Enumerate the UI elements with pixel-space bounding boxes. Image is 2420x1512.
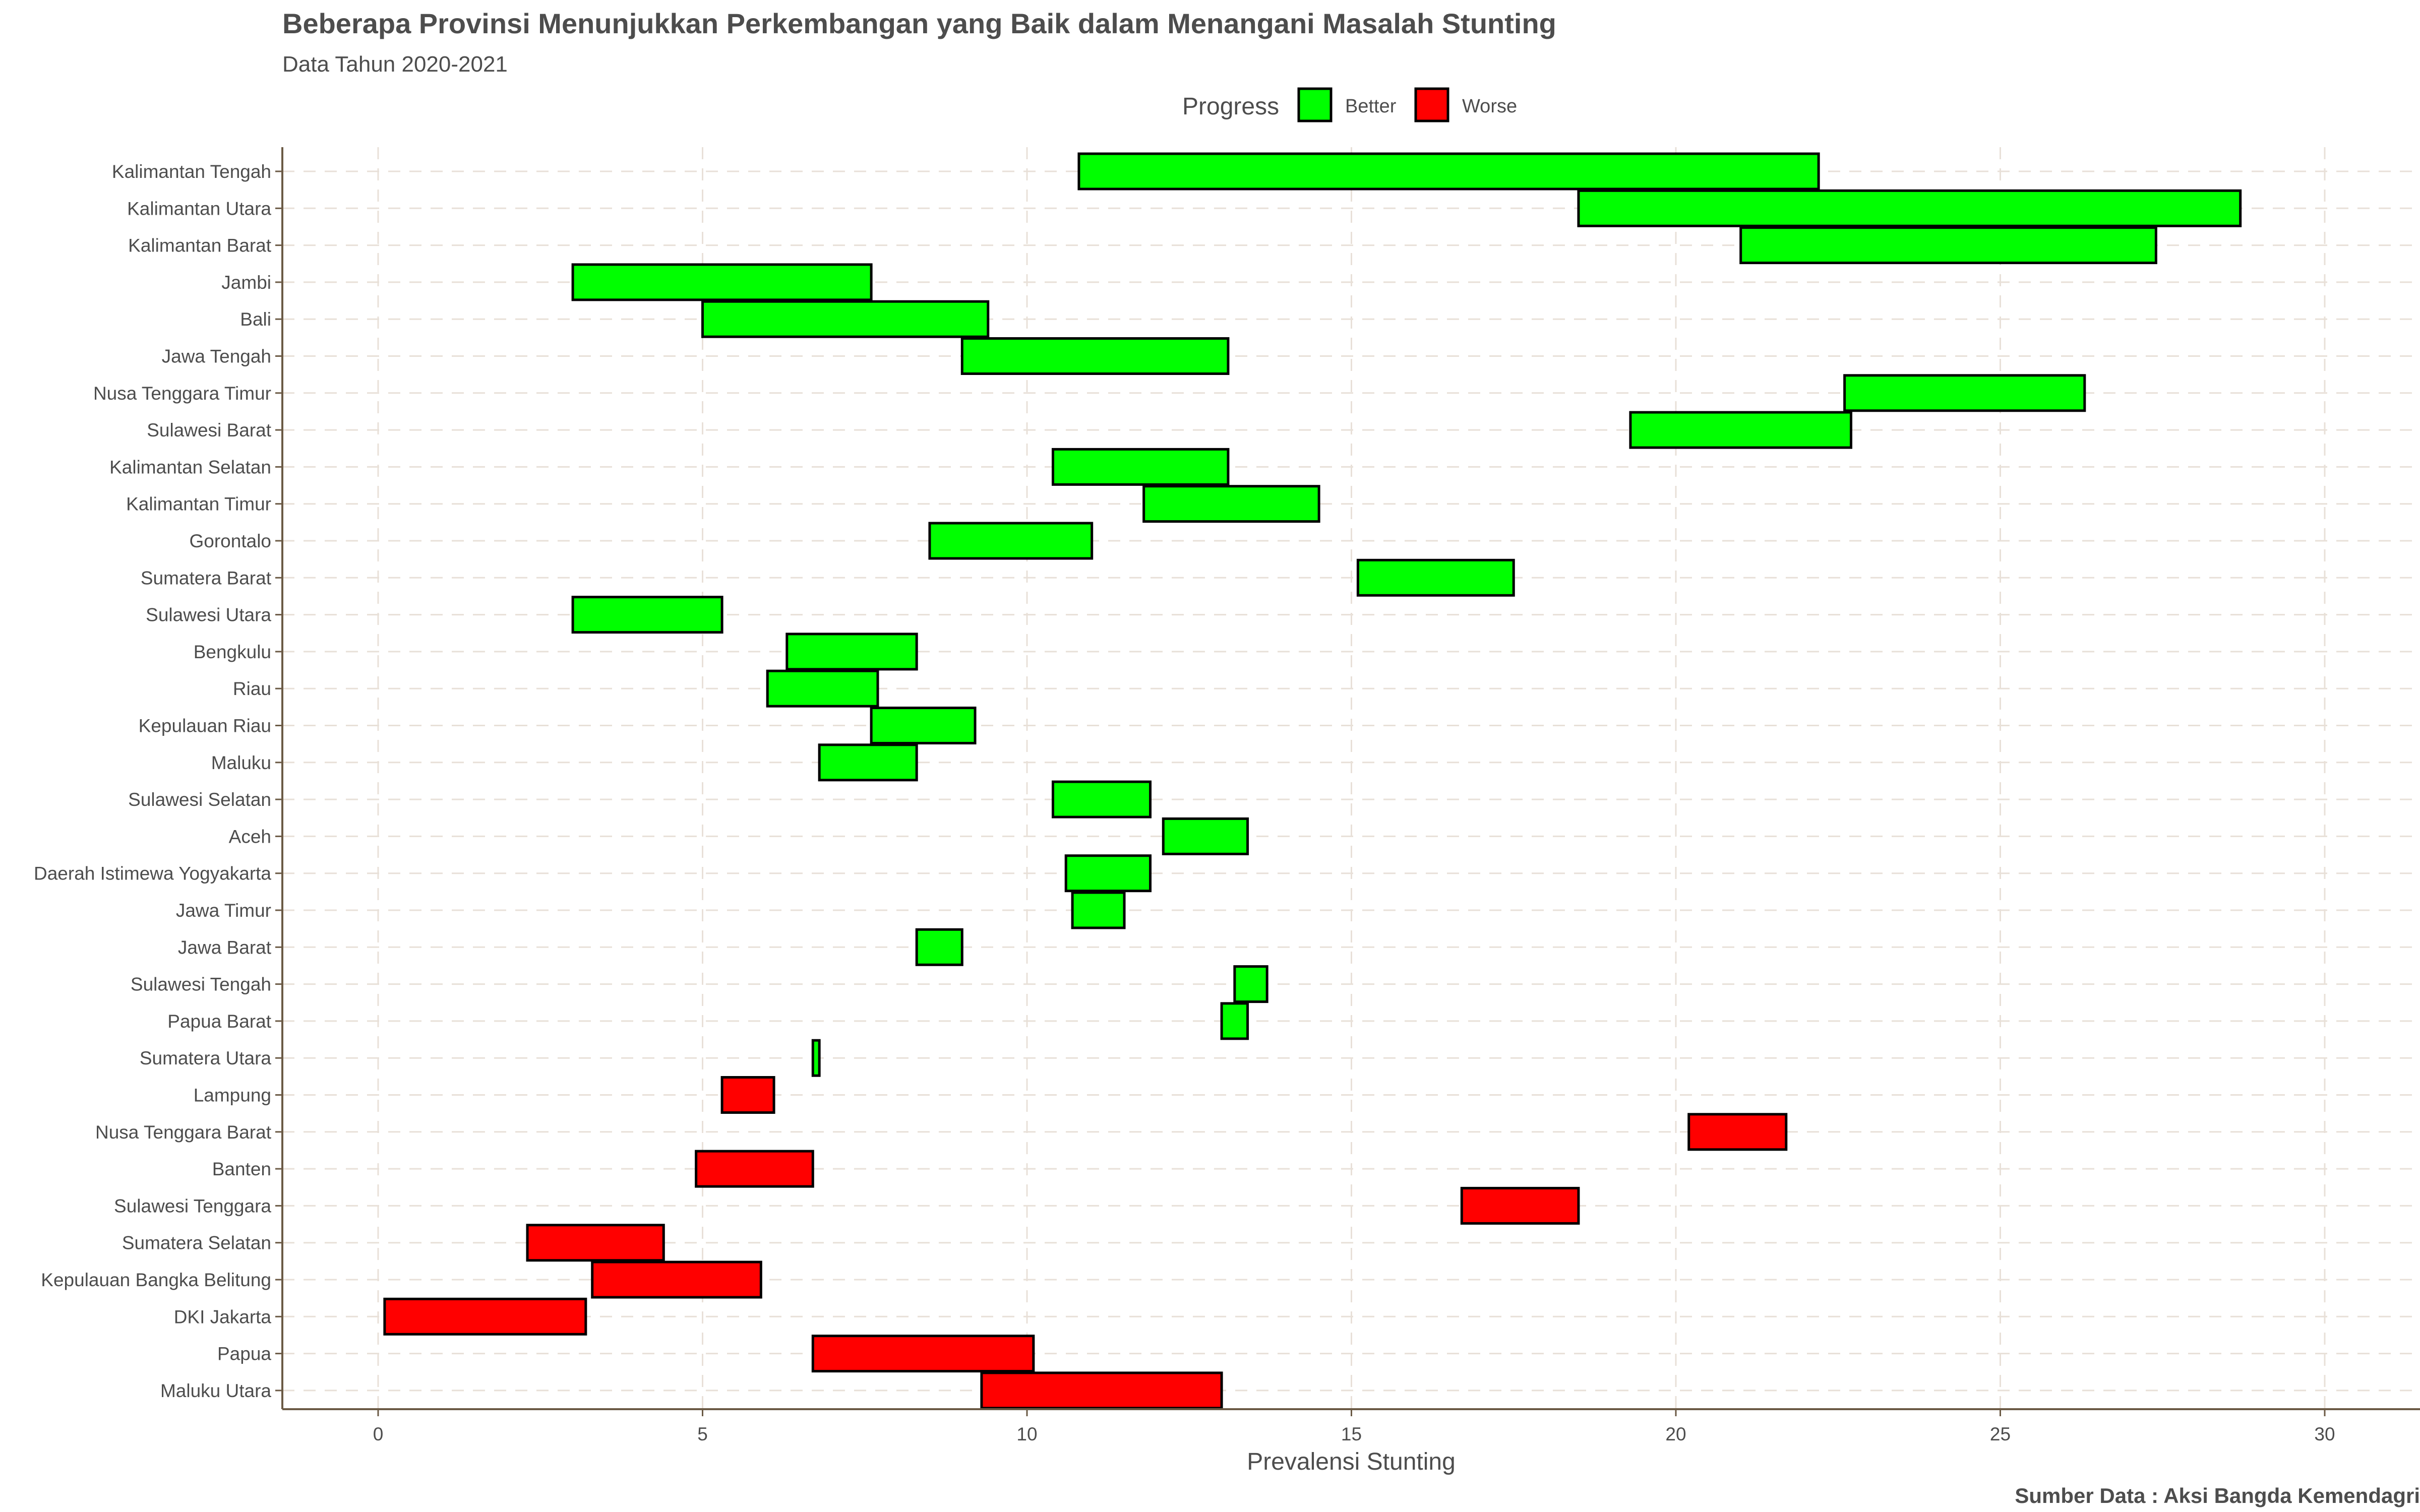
x-tick-label: 0 [373, 1424, 384, 1444]
bar-sumatera-selatan [526, 1224, 665, 1262]
y-tick-label: Jawa Barat [178, 937, 272, 958]
y-tick-label: DKI Jakarta [174, 1306, 272, 1327]
y-tick-label: Gorontalo [190, 531, 272, 551]
bar-kalimantan-tengah [1077, 152, 1820, 191]
bar-jawa-barat [915, 928, 963, 966]
bar-sumatera-utara [811, 1039, 821, 1077]
bar-bali [701, 300, 990, 338]
y-tick-label: Maluku [211, 752, 271, 773]
y-tick-label: Lampung [194, 1085, 271, 1106]
bar-jawa-timur [1071, 891, 1126, 929]
y-tick-label: Jawa Tengah [162, 346, 271, 367]
bar-maluku [818, 743, 918, 782]
y-axis-ticks: Kalimantan Tengah Kalimantan Utara Kaliman… [34, 161, 282, 1401]
bar-kalimantan-selatan [1051, 448, 1230, 486]
bar-jambi [571, 263, 873, 301]
y-tick-label: Sulawesi Barat [147, 420, 272, 440]
y-tick-label: Nusa Tenggara Barat [95, 1122, 272, 1143]
bar-dki-jakarta [383, 1297, 587, 1336]
y-tick-label: Banten [212, 1159, 271, 1179]
x-axis-label: Prevalensi Stunting [1247, 1448, 1456, 1475]
bar-bengkulu [785, 633, 918, 671]
x-tick-label: 5 [697, 1424, 708, 1444]
x-tick-label: 30 [2314, 1424, 2335, 1444]
y-tick-label: Riau [233, 678, 271, 699]
bar-lampung [720, 1076, 775, 1114]
legend-label-better: Better [1345, 96, 1397, 117]
chart-title: Beberapa Provinsi Menunjukkan Perkembang… [282, 8, 1556, 39]
bar-sulawesi-barat [1629, 411, 1852, 449]
y-tick-label: Kalimantan Timur [126, 494, 271, 515]
bar-sulawesi-utara [571, 596, 723, 634]
y-tick-label: Daerah Istimewa Yogyakarta [34, 863, 271, 884]
y-tick-label: Sumatera Barat [141, 568, 272, 588]
y-tick-label: Kalimantan Tengah [112, 161, 271, 182]
bar-riau [766, 669, 879, 708]
chart-subtitle: Data Tahun 2020-2021 [282, 52, 508, 77]
y-tick-label: Sulawesi Selatan [128, 789, 271, 810]
caption: Sumber Data : Aksi Bangda Kemendagri [2015, 1484, 2420, 1507]
bar-aceh [1162, 817, 1249, 855]
bar-nusa-tenggara-timur [1843, 374, 2086, 412]
bar-sulawesi-tengah [1233, 965, 1268, 1003]
legend-label-worse: Worse [1462, 96, 1517, 117]
bar-sumatera-barat [1356, 558, 1515, 597]
legend-swatch-worse [1414, 87, 1449, 122]
y-tick-label: Papua [217, 1344, 271, 1364]
bar-sulawesi-selatan [1051, 780, 1152, 818]
bars [383, 152, 2242, 1410]
legend-title: Progress [1182, 93, 1279, 120]
y-tick-label: Bali [240, 309, 271, 330]
y-tick-label: Kalimantan Barat [128, 235, 272, 256]
y-tick-label: Sulawesi Tengah [131, 974, 271, 995]
y-tick-label: Sumatera Utara [140, 1048, 272, 1068]
bar-banten [695, 1150, 814, 1188]
y-tick-label: Sulawesi Tenggara [114, 1195, 271, 1216]
y-tick-label: Kepulauan Riau [139, 716, 271, 736]
bar-kepulauan-bangka-belitung [591, 1261, 762, 1299]
x-tick-label: 20 [1665, 1424, 1686, 1444]
x-tick-label: 10 [1016, 1424, 1037, 1444]
y-tick-label: Kalimantan Selatan [109, 457, 271, 477]
bar-kalimantan-timur [1142, 485, 1320, 523]
y-tick-label: Kepulauan Bangka Belitung [41, 1270, 271, 1290]
gridlines [282, 147, 2420, 1409]
y-tick-label: Sumatera Selatan [122, 1233, 271, 1253]
y-tick-label: Jambi [221, 272, 271, 293]
bar-kalimantan-barat [1739, 226, 2157, 265]
bar-kepulauan-riau [870, 707, 977, 744]
x-tick-label: 15 [1341, 1424, 1362, 1444]
y-tick-label: Aceh [229, 826, 271, 847]
bar-papua-barat [1220, 1002, 1249, 1040]
y-tick-label: Nusa Tenggara Timur [93, 383, 271, 404]
x-axis-ticks: 0 5 10 15 20 25 30 [373, 1409, 2335, 1444]
bar-jawa-tengah [960, 337, 1230, 375]
bar-papua [811, 1335, 1035, 1373]
bar-sulawesi-tenggara [1460, 1186, 1580, 1225]
y-tick-label: Sulawesi Utara [146, 605, 271, 625]
y-tick-label: Maluku Utara [160, 1380, 271, 1401]
bar-daerah-istimewa-yogyakarta [1064, 854, 1152, 893]
y-tick-label: Papua Barat [167, 1011, 271, 1032]
bar-kalimantan-utara [1577, 189, 2242, 227]
bar-maluku-utara [980, 1371, 1223, 1410]
x-tick-label: 25 [1990, 1424, 2011, 1444]
bar-nusa-tenggara-barat [1687, 1113, 1788, 1151]
y-tick-label: Jawa Timur [176, 900, 271, 921]
legend-swatch-better [1297, 87, 1333, 122]
bar-gorontalo [928, 522, 1094, 560]
legend: Progress Better Worse [1182, 87, 1517, 122]
y-tick-label: Kalimantan Utara [127, 198, 271, 219]
y-tick-label: Bengkulu [194, 642, 271, 662]
